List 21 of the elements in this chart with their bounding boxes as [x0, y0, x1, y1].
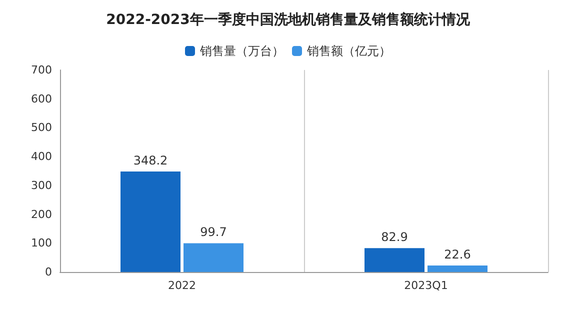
legend-label: 销售量（万台） [199, 44, 284, 58]
data-label: 348.2 [133, 154, 168, 168]
data-label: 82.9 [381, 230, 408, 244]
y-tick-label: 600 [31, 92, 52, 106]
y-tick-label: 700 [31, 64, 52, 76]
chart-title: 2022-2023年一季度中国洗地机销售量及销售额统计情况 [106, 11, 471, 28]
y-tick-label: 100 [31, 236, 52, 250]
legend-label: 销售额（亿元） [306, 44, 391, 58]
x-tick-label: 2022 [168, 279, 196, 292]
bar [120, 172, 180, 272]
y-tick-label: 200 [31, 208, 52, 221]
y-tick-label: 400 [31, 150, 52, 164]
bar [184, 243, 244, 272]
y-tick-label: 300 [31, 178, 52, 192]
data-label: 99.7 [200, 225, 227, 240]
y-tick-label: 500 [31, 121, 52, 134]
bar [428, 265, 488, 272]
data-label: 22.6 [444, 247, 471, 262]
x-tick-label: 2023Q1 [404, 279, 448, 292]
bar [364, 248, 424, 272]
y-tick-label: 0 [45, 266, 52, 278]
